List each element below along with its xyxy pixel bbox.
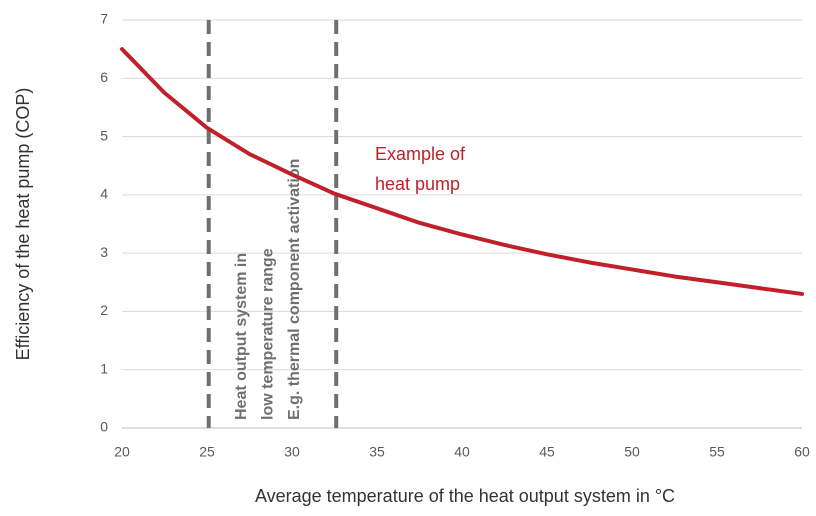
x-tick-label: 60 — [794, 444, 810, 460]
y-tick-label: 0 — [100, 419, 108, 435]
series-label: heat pump — [375, 174, 460, 194]
annotation: Heat output system in — [233, 253, 250, 420]
x-tick-label: 25 — [199, 444, 215, 460]
x-axis-label: Average temperature of the heat output s… — [255, 486, 675, 506]
y-tick-label: 3 — [100, 244, 108, 260]
x-tick-label: 20 — [114, 444, 130, 460]
x-tick-label: 50 — [624, 444, 640, 460]
x-tick-label: 40 — [454, 444, 470, 460]
x-tick-label: 55 — [709, 444, 725, 460]
x-tick-label: 35 — [369, 444, 385, 460]
y-tick-label: 6 — [100, 69, 108, 85]
series-line — [120, 47, 804, 296]
series-label: Example of — [375, 144, 466, 164]
annotation: E.g. thermal component activation — [286, 159, 303, 420]
y-tick-label: 7 — [100, 11, 108, 27]
y-tick-label: 5 — [100, 127, 108, 143]
x-tick-label: 45 — [539, 444, 555, 460]
annotation: low temperature range — [260, 248, 277, 420]
y-axis-label: Efficiency of the heat pump (COP) — [13, 88, 33, 361]
y-tick-label: 1 — [100, 360, 108, 376]
x-tick-label: 30 — [284, 444, 300, 460]
y-tick-label: 2 — [100, 302, 108, 318]
y-tick-label: 4 — [100, 186, 108, 202]
